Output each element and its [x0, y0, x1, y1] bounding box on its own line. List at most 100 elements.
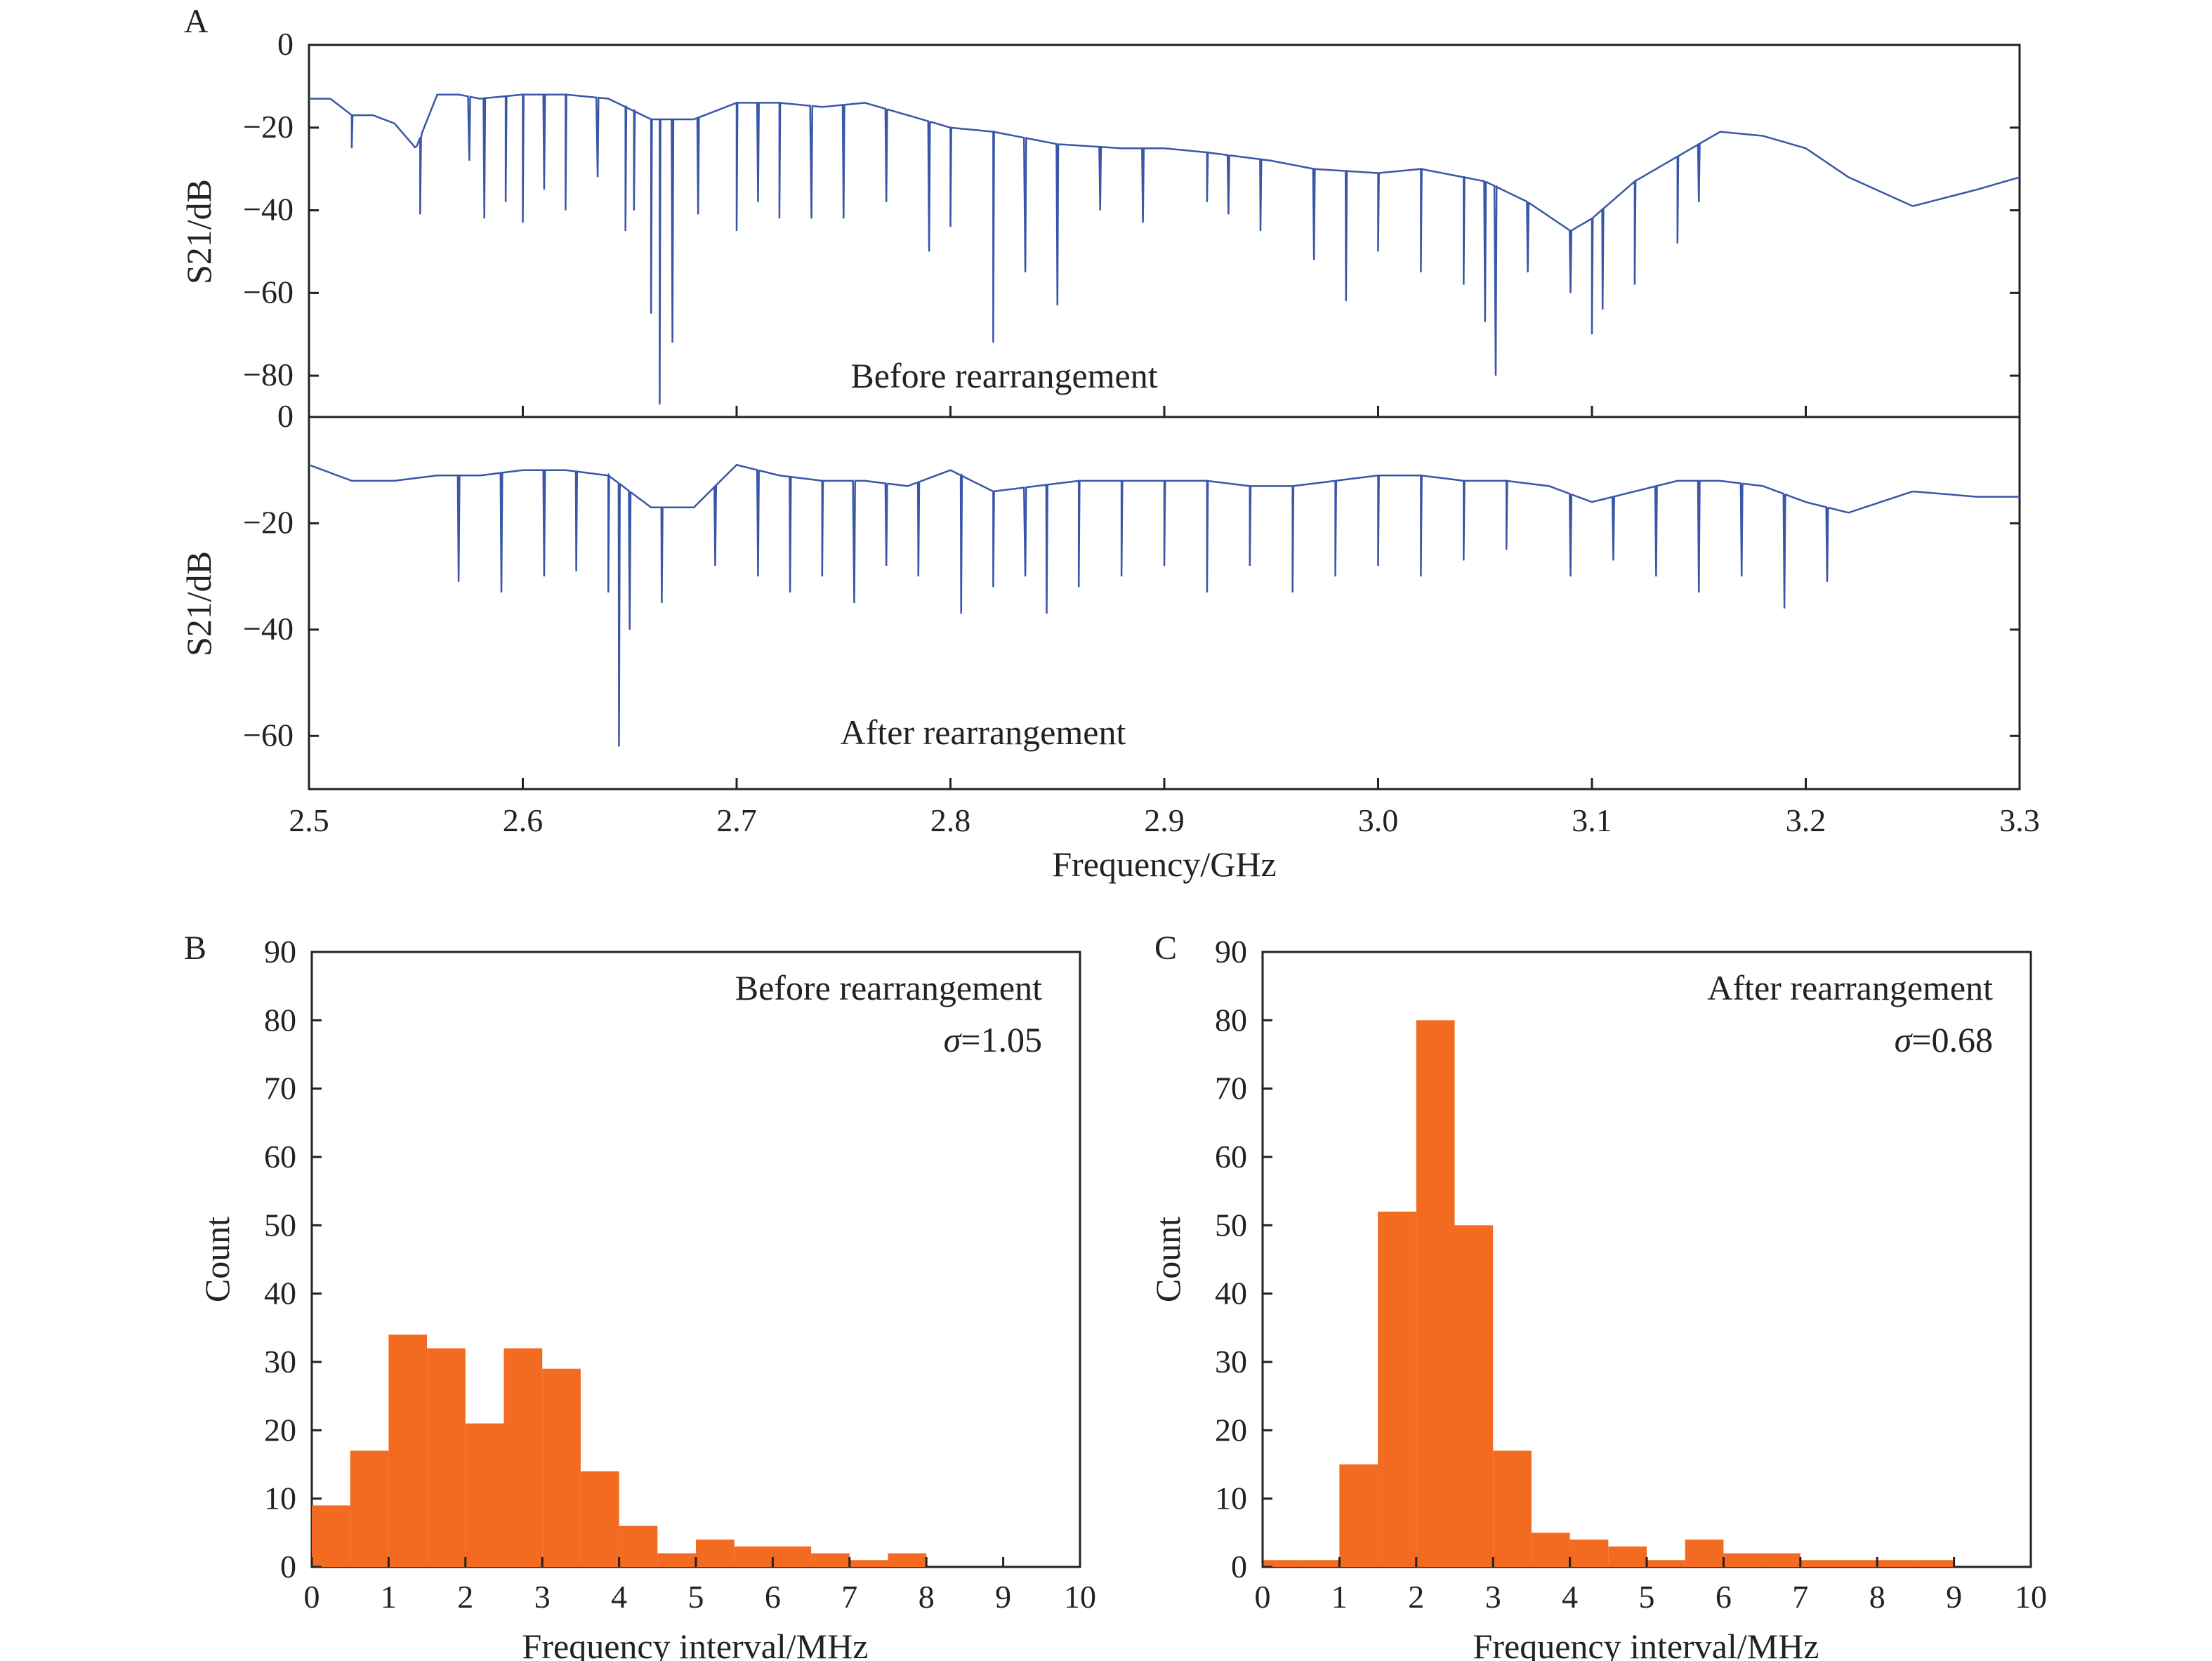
xtick-label: 1 — [381, 1579, 397, 1615]
xtick-label: 2 — [1408, 1579, 1424, 1615]
xtick-label: 2.7 — [716, 802, 757, 838]
histogram-bar — [849, 1560, 888, 1567]
ylabel-count-c: Count — [1148, 1217, 1187, 1302]
sigma-c-value: =0.68 — [1911, 1020, 1993, 1059]
histogram-bar — [312, 1505, 350, 1567]
ytick-label: 0 — [277, 398, 294, 434]
xtick-label: 2.5 — [289, 802, 329, 838]
xtick-label: 10 — [1064, 1579, 1096, 1615]
xlabel-frequency: Frequency/GHz — [1052, 845, 1276, 884]
histogram-bar — [1531, 1533, 1570, 1567]
histogram-bar — [1416, 1020, 1455, 1567]
xtick-label: 7 — [841, 1579, 857, 1615]
panel-c: C 0 1 2 3 4 5 6 7 8 9 10 0 10 20 30 40 50 60 70 80 90 After … — [1148, 929, 2047, 1661]
xtick-label: 8 — [1869, 1579, 1885, 1615]
xtick-label: 8 — [919, 1579, 935, 1615]
histogram-bar — [1608, 1546, 1647, 1567]
ylabel-count-b: Count — [197, 1217, 237, 1302]
ytick-label: 10 — [264, 1481, 296, 1516]
histogram-bar — [1685, 1540, 1724, 1567]
histogram-bar — [696, 1540, 735, 1567]
histogram-bar — [888, 1553, 927, 1567]
ytick-label: 50 — [264, 1207, 296, 1243]
ytick-label: −60 — [243, 717, 294, 753]
xlabel-interval-b: Frequency interval/MHz — [522, 1627, 869, 1661]
histogram-bar — [657, 1553, 696, 1567]
ytick-label: −80 — [243, 357, 294, 392]
ytick-label: 40 — [1215, 1276, 1247, 1311]
histogram-bar — [465, 1423, 504, 1567]
ytick-label: 90 — [264, 934, 296, 970]
panel-b-label: B — [184, 929, 206, 967]
ytick-label: 20 — [264, 1412, 296, 1448]
histogram-bar — [772, 1546, 812, 1567]
series-before-line — [309, 93, 2020, 405]
xtick-label: 3.0 — [1358, 802, 1399, 838]
xtick-label: 3 — [534, 1579, 551, 1615]
histogram-bar — [1263, 1560, 1301, 1567]
histogram-bar — [1378, 1211, 1416, 1567]
ytick-label: 80 — [264, 1002, 296, 1038]
xtick-label: 5 — [688, 1579, 704, 1615]
histogram-b-bars — [312, 1335, 927, 1567]
histogram-bar — [1301, 1560, 1340, 1567]
histogram-bar — [580, 1471, 619, 1567]
series-after-line — [308, 463, 2020, 747]
sigma-b-value: =1.05 — [961, 1020, 1042, 1059]
xtick-label: 4 — [1562, 1579, 1578, 1615]
xtick-label: 6 — [765, 1579, 781, 1615]
xtick-label: 9 — [1946, 1579, 1962, 1615]
annotation-b: Before rearrangement — [735, 968, 1042, 1007]
ytick-label: 0 — [277, 26, 294, 62]
annotation-before: Before rearrangement — [850, 356, 1157, 395]
histogram-bar — [1800, 1560, 1839, 1567]
histogram-bar — [619, 1526, 658, 1567]
subplot-before: 0 −20 −40 −60 −80 Before rearrangement S21/d… — [179, 26, 2021, 418]
panel-a: A 0 −20 −40 −60 −80 Before rearrangement S21… — [179, 3, 2040, 884]
ytick-label: 50 — [1215, 1207, 1247, 1243]
xtick-label: 0 — [304, 1579, 320, 1615]
ytick-label: 30 — [264, 1344, 296, 1379]
subplot-after: 0 −20 −40 −60 After rearrangement S21/dB — [179, 398, 2021, 790]
annotation-after: After rearrangement — [841, 713, 1126, 752]
ytick-label: 70 — [264, 1071, 296, 1106]
sigma-b: σ=1.05 — [944, 1020, 1042, 1059]
panel-a-xticks: 2.5 2.6 2.7 2.8 2.9 3.0 3.1 3.2 3.3 — [289, 406, 2040, 838]
ytick-label: 10 — [1215, 1481, 1247, 1516]
ytick-label: 90 — [1215, 934, 1247, 970]
ytick-label: 70 — [1215, 1071, 1247, 1106]
histogram-c-bars — [1263, 1020, 1954, 1567]
ytick-label: −40 — [243, 611, 294, 647]
histogram-bar — [1877, 1560, 1916, 1567]
histogram-bar — [1569, 1540, 1609, 1567]
histogram-bar — [427, 1348, 466, 1567]
xtick-label: 2 — [457, 1579, 473, 1615]
xtick-label: 3 — [1485, 1579, 1501, 1615]
xtick-label: 0 — [1255, 1579, 1271, 1615]
xtick-label: 2.8 — [930, 802, 971, 838]
ytick-label: 60 — [1215, 1139, 1247, 1174]
histogram-bar — [1838, 1560, 1878, 1567]
xtick-label: 2.9 — [1144, 802, 1185, 838]
xtick-label: 3.2 — [1786, 802, 1826, 838]
ylabel-before: S21/dB — [179, 179, 218, 284]
ytick-label: −20 — [243, 109, 294, 145]
xtick-label: 5 — [1639, 1579, 1655, 1615]
histogram-bar — [1762, 1553, 1800, 1567]
ytick-label: 20 — [1215, 1412, 1247, 1448]
ytick-label: −60 — [243, 274, 294, 310]
histogram-bar — [1493, 1450, 1532, 1567]
ytick-label: −20 — [243, 504, 294, 540]
histogram-bar — [350, 1450, 389, 1567]
subplot-before-yticks: 0 −20 −40 −60 −80 — [243, 26, 2020, 392]
histogram-b-ticks: 0 1 2 3 4 5 6 7 8 9 10 0 10 20 30 40 50 60 70 80 90 — [264, 934, 1096, 1615]
panel-c-label: C — [1154, 929, 1177, 967]
ytick-label: −40 — [243, 192, 294, 227]
xtick-label: 2.6 — [503, 802, 544, 838]
sigma-b-symbol: σ — [944, 1020, 963, 1059]
histogram-c-ticks: 0 1 2 3 4 5 6 7 8 9 10 0 10 20 30 40 50 60 70 80 90 — [1215, 934, 2047, 1615]
histogram-bar — [1454, 1225, 1494, 1567]
ytick-label: 40 — [264, 1276, 296, 1311]
xtick-label: 1 — [1331, 1579, 1348, 1615]
